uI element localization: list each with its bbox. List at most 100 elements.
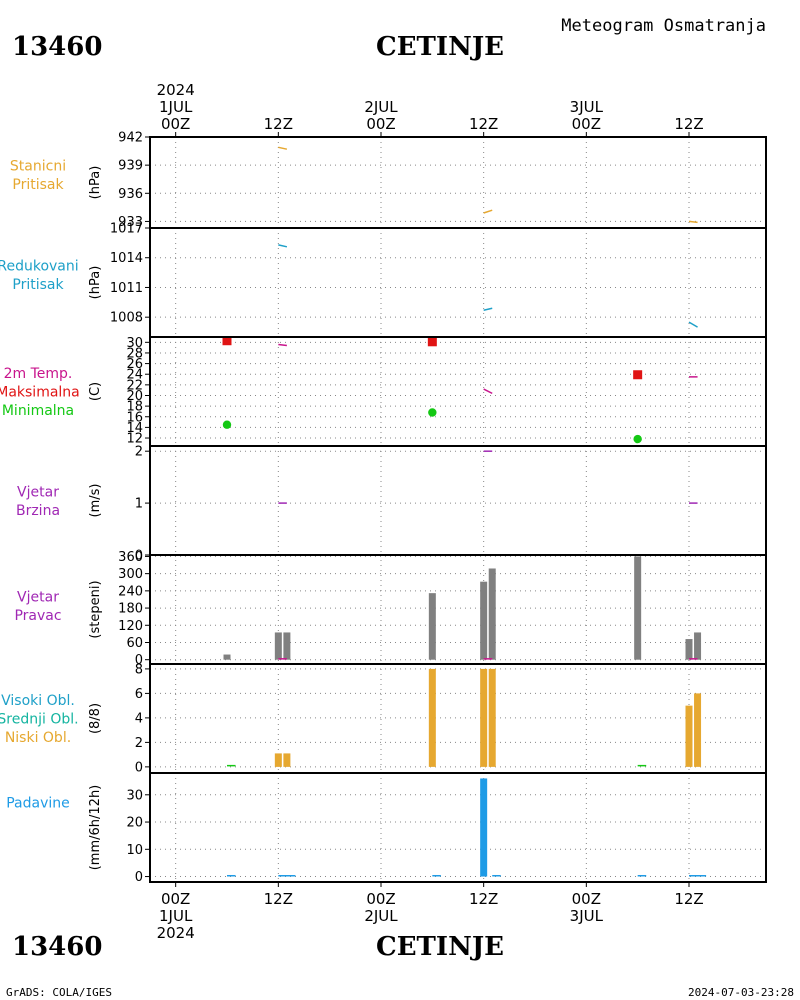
bar bbox=[694, 632, 702, 660]
y-tick-label: 4 bbox=[135, 711, 143, 726]
y-tick-label: 0 bbox=[135, 549, 143, 564]
footer-credit: GrADS: COLA/IGES bbox=[6, 986, 112, 999]
y-tick-label: 360 bbox=[118, 550, 143, 565]
bar bbox=[283, 632, 291, 660]
y-tick-label: 1 bbox=[135, 497, 143, 512]
bar bbox=[428, 668, 436, 767]
bar bbox=[283, 753, 291, 767]
y-tick-label: 22 bbox=[126, 378, 143, 393]
time-label: 00Z bbox=[161, 115, 190, 133]
panel-label: Redukovani bbox=[0, 258, 79, 274]
series-line bbox=[278, 244, 288, 248]
y-tick-label: 2 bbox=[135, 445, 143, 460]
panel-frame bbox=[149, 772, 767, 883]
series-line bbox=[483, 388, 493, 395]
panel-label: Brzina bbox=[16, 503, 60, 519]
y-axis-label: (hPa) bbox=[88, 166, 103, 200]
time-label: 12Z bbox=[674, 115, 703, 133]
panel-label: Pravac bbox=[14, 608, 61, 624]
time-label: 3JUL bbox=[570, 98, 604, 116]
bar bbox=[488, 668, 496, 767]
y-tick-label: 10 bbox=[126, 843, 143, 858]
station-id-bottom: 13460 bbox=[12, 932, 102, 962]
bar bbox=[428, 593, 436, 660]
y-tick-label: 20 bbox=[126, 816, 143, 831]
panel-frame bbox=[149, 663, 767, 774]
y-tick-label: 300 bbox=[118, 567, 143, 582]
series-line bbox=[278, 146, 288, 150]
y-tick-label: 12 bbox=[126, 432, 143, 447]
panel-label: Maksimalna bbox=[0, 385, 80, 401]
bar bbox=[694, 693, 702, 767]
min-temp-marker bbox=[428, 408, 437, 417]
panel-padavine: 0 10 20 30 (mm/6h/12h) Padavine bbox=[6, 772, 767, 885]
panel-label: Visoki Obl. bbox=[1, 693, 75, 709]
panel-label: Vjetar bbox=[17, 589, 59, 605]
y-tick-label: 2 bbox=[135, 736, 143, 751]
footer-timestamp: 2024-07-03-23:28 bbox=[688, 986, 794, 999]
y-tick-label: 120 bbox=[118, 619, 143, 634]
series-line bbox=[278, 343, 287, 347]
time-label: 00Z bbox=[572, 115, 601, 133]
bar bbox=[488, 568, 496, 660]
bar bbox=[685, 705, 693, 767]
time-label: 12Z bbox=[469, 890, 498, 908]
panel-brzina: 0 1 2 (m/s) Vjetar Brzina bbox=[16, 445, 767, 564]
time-label: 2024 bbox=[157, 81, 195, 99]
time-label: 12Z bbox=[674, 890, 703, 908]
time-label: 00Z bbox=[161, 890, 190, 908]
max-temp-marker bbox=[222, 336, 232, 346]
panel-label: Stanicni bbox=[10, 158, 66, 174]
time-label: 2JUL bbox=[364, 907, 398, 925]
y-tick-label: 1014 bbox=[110, 251, 143, 266]
bar bbox=[480, 581, 488, 660]
y-tick-label: 26 bbox=[126, 357, 143, 372]
panel-label: Srednji Obl. bbox=[0, 712, 79, 728]
y-tick-label: 1008 bbox=[110, 311, 143, 326]
y-tick-label: 16 bbox=[126, 410, 143, 425]
y-axis-label: (stepeni) bbox=[88, 580, 103, 638]
panel-label: Padavine bbox=[6, 796, 70, 812]
panel-pravac: 0 60 120 180 240 300 360 (stepeni) Vjetar Pravac bbox=[14, 550, 767, 668]
y-tick-label: 18 bbox=[126, 400, 143, 415]
bar bbox=[223, 654, 231, 660]
y-axis-label: (C) bbox=[88, 382, 103, 401]
time-label: 2024 bbox=[157, 924, 195, 942]
panel-label: Niski Obl. bbox=[5, 730, 71, 746]
time-label: 2JUL bbox=[364, 98, 398, 116]
time-label: 00Z bbox=[572, 890, 601, 908]
panel-stanicni: 933 936 939 942 (hPa) Stanicni Pritisak bbox=[10, 131, 767, 230]
panel-redukovani: 1008 1011 1014 1017 (hPa) Redukovani Pritisak bbox=[0, 222, 767, 338]
min-temp-marker bbox=[633, 434, 642, 444]
y-tick-label: 0 bbox=[135, 760, 143, 775]
time-label: 00Z bbox=[366, 890, 395, 908]
y-axis-label: (mm/6h/12h) bbox=[88, 785, 103, 871]
y-tick-label: 240 bbox=[118, 584, 143, 599]
max-temp-marker bbox=[427, 337, 437, 347]
bar bbox=[274, 753, 282, 767]
panel-label: Pritisak bbox=[12, 177, 64, 193]
panel-label: Vjetar bbox=[17, 484, 59, 500]
y-tick-label: 1017 bbox=[110, 222, 143, 237]
max-temp-marker bbox=[633, 370, 643, 380]
y-tick-label: 180 bbox=[118, 602, 143, 617]
bar bbox=[685, 639, 693, 660]
panel-frame bbox=[149, 445, 767, 556]
time-label: 1JUL bbox=[159, 907, 193, 925]
panels: 933936939942(hPa)StanicniPritisak1008101… bbox=[0, 131, 767, 885]
y-tick-label: 20 bbox=[126, 389, 143, 404]
y-tick-label: 1011 bbox=[110, 281, 143, 296]
series-line bbox=[483, 209, 493, 214]
product-title: Meteogram Osmatranja bbox=[561, 16, 766, 36]
y-axis-label: (hPa) bbox=[88, 266, 103, 300]
y-tick-label: 8 bbox=[135, 662, 143, 677]
min-temp-marker bbox=[222, 420, 232, 429]
time-label: 12Z bbox=[264, 890, 293, 908]
time-label: 12Z bbox=[469, 115, 498, 133]
y-tick-label: 6 bbox=[135, 687, 143, 702]
y-tick-label: 24 bbox=[126, 368, 143, 383]
